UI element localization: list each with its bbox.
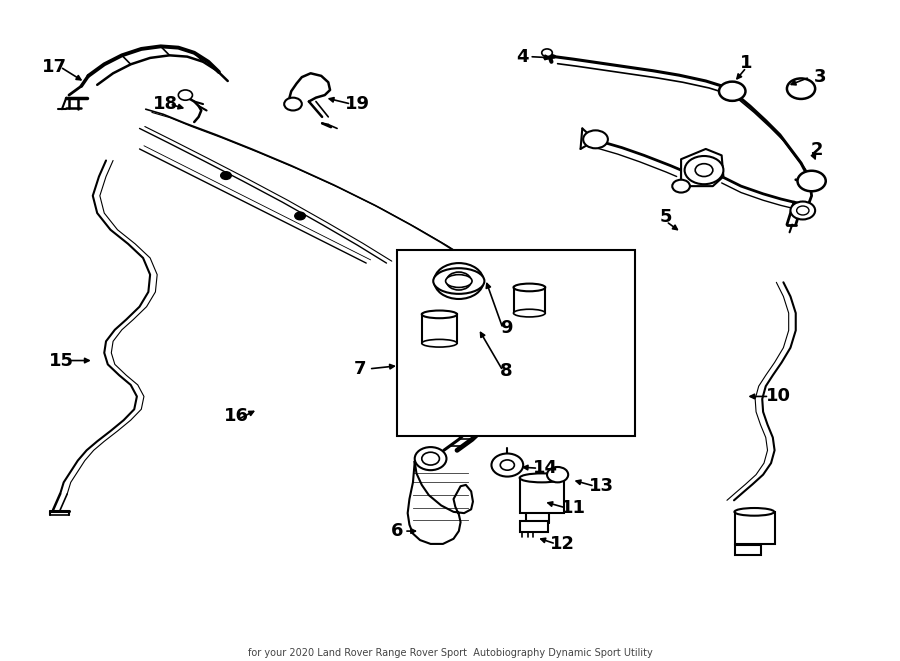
Circle shape bbox=[491, 453, 523, 477]
Bar bbox=[422, 315, 457, 343]
Text: 5: 5 bbox=[660, 208, 672, 226]
Text: 18: 18 bbox=[153, 95, 178, 113]
Polygon shape bbox=[408, 462, 472, 544]
Bar bbox=[735, 512, 775, 544]
Ellipse shape bbox=[519, 473, 563, 483]
Text: 16: 16 bbox=[224, 407, 249, 424]
Text: 4: 4 bbox=[516, 48, 528, 65]
Ellipse shape bbox=[446, 274, 472, 288]
Circle shape bbox=[790, 202, 815, 219]
Circle shape bbox=[422, 452, 439, 465]
Circle shape bbox=[583, 130, 608, 148]
Polygon shape bbox=[681, 149, 724, 186]
Text: 15: 15 bbox=[50, 352, 75, 369]
Circle shape bbox=[542, 49, 553, 57]
Bar bbox=[397, 251, 635, 436]
Text: 13: 13 bbox=[590, 477, 614, 495]
Text: 14: 14 bbox=[533, 459, 558, 477]
Ellipse shape bbox=[422, 311, 457, 318]
Text: 19: 19 bbox=[345, 95, 370, 113]
Text: 11: 11 bbox=[561, 499, 586, 517]
Text: 2: 2 bbox=[811, 141, 824, 159]
Ellipse shape bbox=[422, 339, 457, 347]
Circle shape bbox=[415, 447, 446, 470]
Text: 9: 9 bbox=[500, 319, 513, 338]
Text: 7: 7 bbox=[354, 360, 366, 378]
Circle shape bbox=[434, 263, 483, 299]
Circle shape bbox=[500, 460, 515, 470]
Circle shape bbox=[796, 206, 809, 215]
Text: 10: 10 bbox=[766, 387, 790, 405]
Circle shape bbox=[295, 212, 305, 220]
Circle shape bbox=[695, 164, 713, 176]
Circle shape bbox=[547, 467, 568, 483]
Circle shape bbox=[672, 180, 690, 192]
Circle shape bbox=[446, 272, 472, 290]
Circle shape bbox=[787, 79, 815, 99]
Circle shape bbox=[220, 172, 231, 179]
Bar bbox=[514, 288, 545, 313]
Bar bbox=[735, 545, 761, 555]
Text: 17: 17 bbox=[42, 58, 68, 76]
Text: 8: 8 bbox=[500, 362, 513, 380]
Circle shape bbox=[685, 156, 724, 184]
Circle shape bbox=[797, 171, 825, 191]
Ellipse shape bbox=[514, 309, 545, 317]
Circle shape bbox=[719, 81, 745, 101]
Text: for your 2020 Land Rover Range Rover Sport  Autobiography Dynamic Sport Utility: for your 2020 Land Rover Range Rover Spo… bbox=[248, 648, 652, 658]
Bar bbox=[519, 478, 563, 513]
Circle shape bbox=[178, 90, 193, 100]
Ellipse shape bbox=[734, 508, 774, 516]
Bar bbox=[519, 521, 548, 532]
Text: 12: 12 bbox=[551, 535, 575, 553]
Text: 6: 6 bbox=[391, 522, 403, 540]
Text: 1: 1 bbox=[740, 54, 752, 72]
Text: 3: 3 bbox=[814, 68, 827, 86]
Ellipse shape bbox=[514, 284, 545, 292]
Ellipse shape bbox=[433, 268, 484, 294]
Circle shape bbox=[284, 98, 302, 110]
